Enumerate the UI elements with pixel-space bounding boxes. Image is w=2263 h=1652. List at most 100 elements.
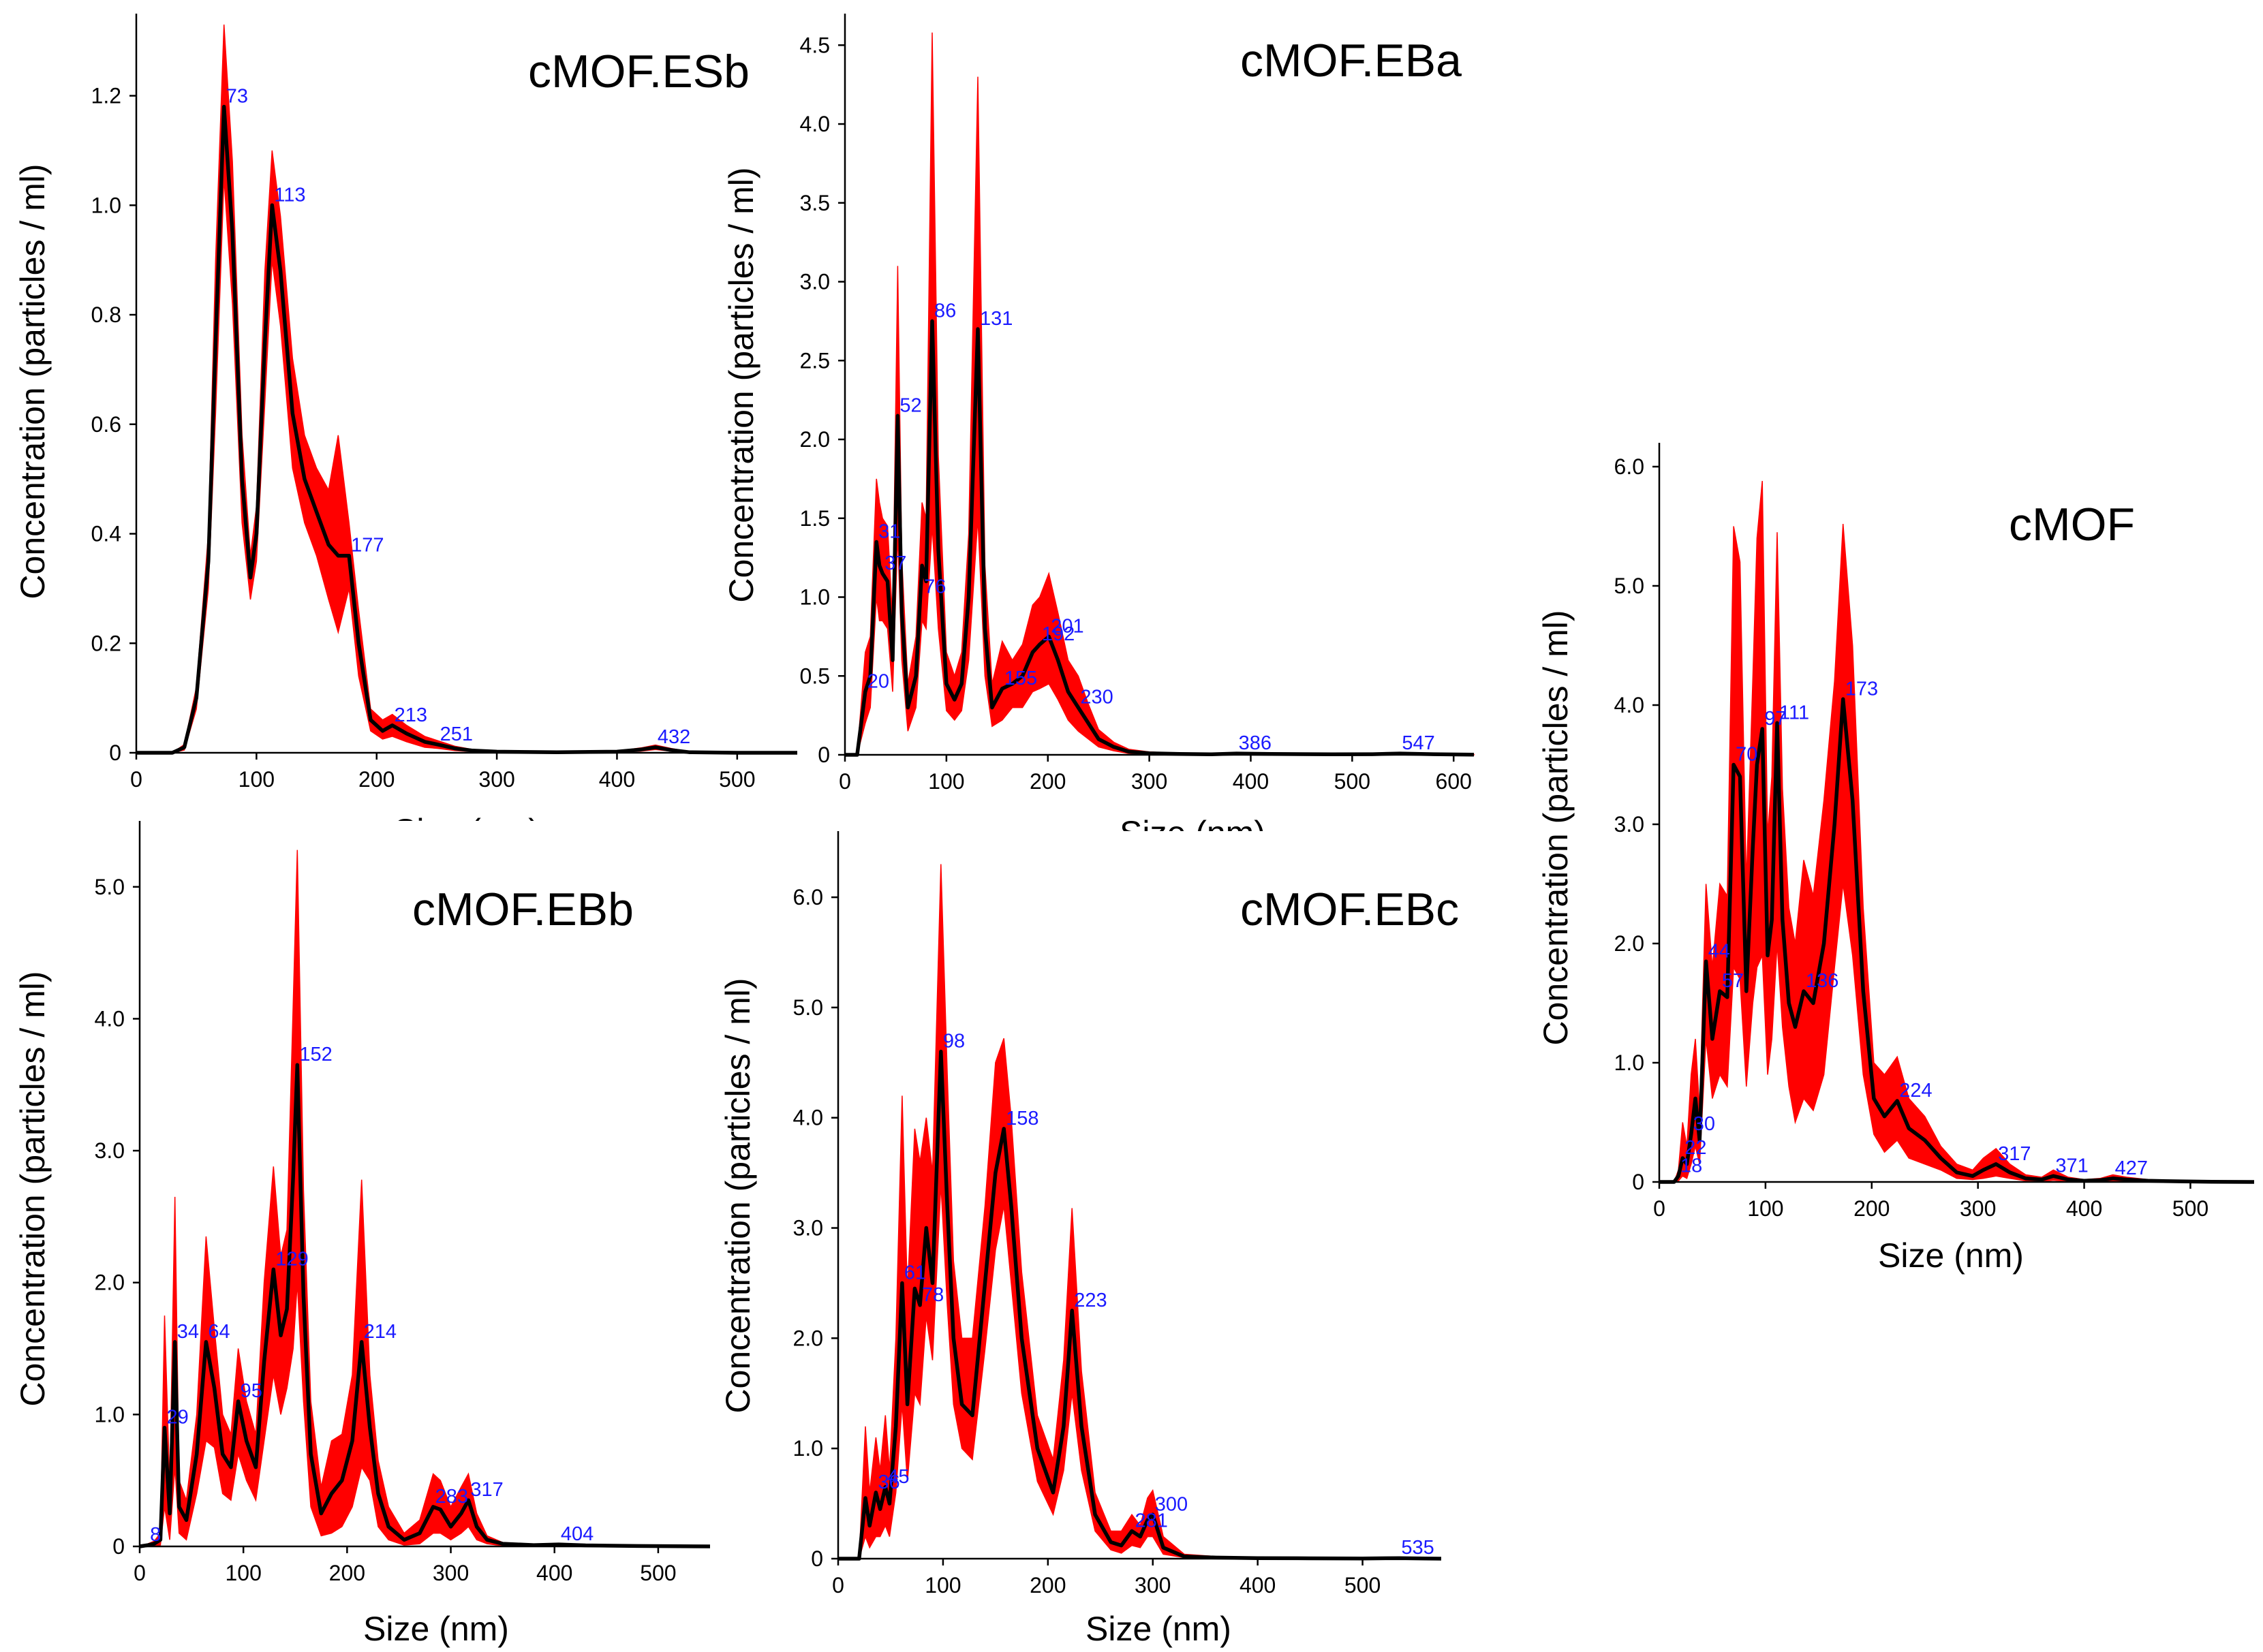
y-tick-label: 4.0	[800, 112, 830, 136]
x-tick-label: 400	[1233, 769, 1269, 794]
x-tick-label: 0	[134, 1561, 146, 1585]
peak-size-label: 73	[226, 86, 248, 108]
axes: 0 100 200 300 400 500 0 0.2 0.4 0.6 0.8 1.0 1.2	[91, 14, 797, 792]
y-tick-label: 0.6	[91, 412, 121, 437]
x-tick-label: 400	[1240, 1573, 1276, 1598]
axes: 0 100 200 300 400 500 0 1.0 2.0 3.0 4.0 5.0	[95, 821, 710, 1585]
mean-series-line	[136, 104, 797, 755]
x-tick-label: 200	[1030, 1573, 1066, 1598]
x-tick-label: 600	[1436, 769, 1472, 794]
y-tick-label: 0.5	[800, 664, 830, 688]
y-axis-label: Concentration (particles / ml)	[1537, 610, 1575, 1045]
peak-size-label: 97	[1764, 708, 1786, 730]
peak-size-label: 281	[1135, 1510, 1167, 1532]
chart-title: cMOF.EBc	[1240, 884, 1459, 935]
x-tick-label: 400	[536, 1561, 572, 1585]
x-tick-label: 500	[719, 767, 755, 792]
x-tick-label: 400	[2066, 1196, 2102, 1221]
chart-title: cMOF.EBb	[412, 884, 634, 935]
peak-size-label: 37	[884, 552, 906, 574]
peak-size-label: 111	[1779, 702, 1809, 723]
peak-size-label: 386	[1239, 732, 1272, 754]
panel-cmof-ebb: 0 100 200 300 400 500 0 1.0 2.0 3.0 4.0 5.0 8 29 34 64…	[14, 821, 711, 1648]
peak-size-label: 283	[435, 1486, 468, 1508]
peak-size-label: 547	[1402, 732, 1434, 754]
peak-size-label: 8	[150, 1524, 161, 1546]
x-tick-label: 0	[130, 767, 142, 792]
y-tick-label: 0	[1632, 1170, 1644, 1194]
peak-size-label: 78	[922, 1284, 944, 1306]
peak-size-label: 213	[395, 704, 427, 726]
x-tick-label: 300	[478, 767, 514, 792]
peak-size-label: 177	[351, 535, 384, 557]
chart-title: cMOF.ESb	[528, 46, 750, 97]
panel-cmof-eba: 0 100 200 300 400 500 600 0 0.5 1.0 1.5 2.0 2.5 3.0 3.…	[722, 14, 1475, 852]
y-tick-label: 1.2	[91, 84, 121, 108]
y-tick-label: 0.4	[91, 522, 121, 546]
plot-area	[845, 14, 1474, 755]
y-tick-label: 4.0	[95, 1006, 125, 1031]
peak-size-label: 173	[1845, 678, 1878, 700]
y-tick-label: 5.0	[95, 875, 125, 899]
peak-size-label: 427	[2115, 1157, 2148, 1179]
peak-size-label: 52	[899, 394, 921, 416]
peak-size-label: 129	[275, 1248, 308, 1270]
y-tick-label: 2.5	[800, 348, 830, 373]
peak-size-label: 76	[924, 576, 946, 598]
mean-series-line	[838, 1049, 1442, 1561]
axes: 0 100 200 300 400 500 600 0 0.5 1.0 1.5 2.0 2.5 3.0 3.…	[800, 14, 1474, 794]
y-tick-label: 0.2	[91, 631, 121, 655]
peak-size-label: 18	[1680, 1155, 1702, 1176]
peak-size-label: 214	[364, 1321, 397, 1343]
peak-size-label: 371	[2055, 1155, 2088, 1176]
peak-size-label: 192	[1042, 623, 1075, 645]
plot-area	[136, 14, 797, 753]
chart-title: cMOF.EBa	[1240, 35, 1462, 87]
x-tick-label: 100	[1747, 1196, 1783, 1221]
y-tick-label: 1.0	[793, 1436, 823, 1461]
x-tick-label: 0	[839, 769, 851, 794]
panel-cmof-esb: 0 100 200 300 400 500 0 0.2 0.4 0.6 0.8 1.0 1.2 73 11…	[14, 14, 797, 850]
peak-size-label: 251	[440, 723, 473, 745]
peak-size-label: 36	[878, 1471, 899, 1493]
x-tick-label: 500	[1334, 769, 1370, 794]
peak-size-label: 30	[1693, 1113, 1715, 1135]
x-tick-label: 200	[1853, 1196, 1890, 1221]
y-tick-label: 3.0	[793, 1216, 823, 1241]
y-tick-label: 3.0	[800, 270, 830, 294]
peak-size-label: 22	[1684, 1137, 1706, 1159]
y-tick-label: 2.0	[1614, 931, 1644, 956]
x-tick-label: 200	[358, 767, 395, 792]
x-tick-label: 500	[2172, 1196, 2208, 1221]
peak-labels: 8 29 34 64 95 129 152 214 283 317 404	[150, 1044, 594, 1546]
x-tick-label: 300	[1135, 1573, 1171, 1598]
chart-title: cMOF	[2009, 499, 2135, 550]
peak-size-label: 224	[1899, 1080, 1932, 1102]
peak-size-label: 535	[1401, 1537, 1434, 1559]
x-tick-label: 100	[925, 1573, 961, 1598]
peak-size-label: 45	[887, 1466, 909, 1488]
y-tick-label: 0	[112, 1534, 125, 1559]
x-tick-label: 300	[1960, 1196, 1996, 1221]
x-tick-label: 300	[433, 1561, 469, 1585]
y-tick-label: 5.0	[793, 995, 823, 1020]
mean-series-line	[139, 1063, 711, 1548]
peak-size-label: 31	[878, 520, 900, 542]
y-tick-label: 4.0	[1614, 693, 1644, 717]
peak-size-label: 95	[241, 1380, 262, 1402]
mean-curve	[838, 1049, 1442, 1561]
x-axis-label: Size (nm)	[1086, 1610, 1231, 1648]
peak-size-label: 29	[167, 1407, 189, 1429]
peak-size-label: 20	[867, 670, 889, 692]
peak-size-label: 57	[1722, 970, 1744, 992]
y-tick-label: 4.5	[800, 33, 830, 57]
peak-size-label: 136	[1806, 970, 1838, 992]
x-tick-label: 100	[225, 1561, 261, 1585]
y-tick-label: 3.0	[95, 1138, 125, 1163]
peak-size-label: 131	[980, 308, 1013, 330]
